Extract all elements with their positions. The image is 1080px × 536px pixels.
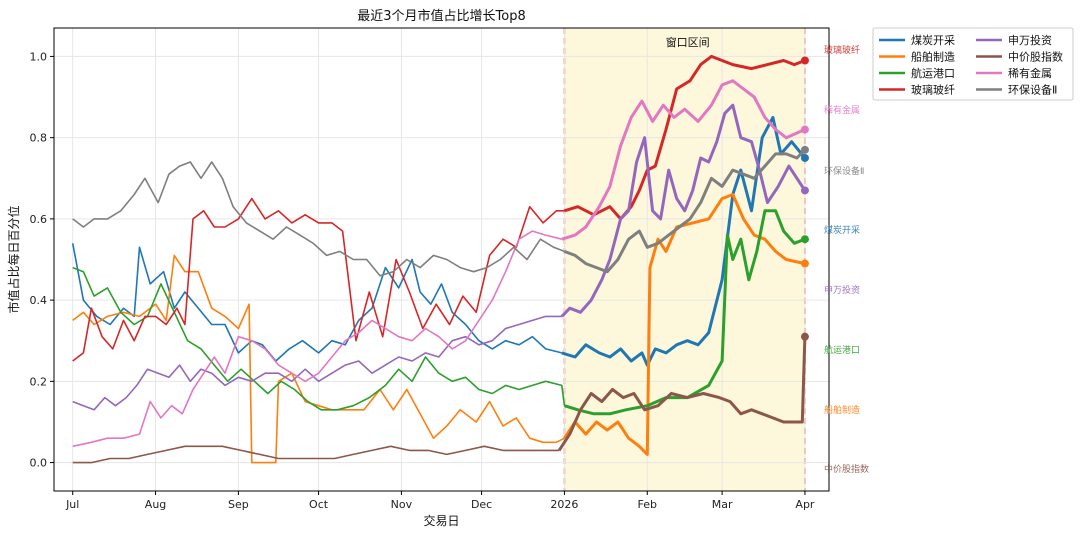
series-end-label: 航运港口 (824, 344, 860, 356)
series-lines (71, 54, 809, 464)
grid (54, 28, 829, 491)
series-line-pre-window (72, 315, 562, 411)
y-tick-label: 0.4 (30, 294, 48, 307)
series-end-label: 船舶制造 (824, 404, 860, 416)
series-7 (72, 145, 809, 277)
legend-label: 煤炭开采 (911, 34, 955, 47)
legend-label: 船舶制造 (911, 50, 955, 64)
series-line-pre-window (72, 230, 562, 448)
x-axis-title: 交易日 (423, 513, 459, 528)
plot-frame (53, 27, 830, 492)
x-tick-label: Oct (309, 498, 329, 511)
x-tick-label: Aug (145, 498, 166, 511)
series-line-pre-window (72, 445, 560, 464)
chart-title: 最近3个月市值占比增长Top8 (357, 8, 525, 24)
y-tick-label: 0.2 (30, 375, 48, 388)
x-tick-label: Mar (712, 498, 733, 511)
series-end-marker (800, 332, 809, 341)
legend-label: 中价股指数 (1008, 50, 1063, 64)
series-end-label: 环保设备Ⅱ (824, 165, 864, 177)
series-line-window (561, 79, 806, 241)
x-tick-label: Apr (795, 498, 815, 511)
series-end-marker (800, 125, 809, 134)
x-tick-label: Feb (638, 498, 657, 511)
legend-label: 申万投资 (1008, 33, 1052, 47)
series-end-marker (800, 235, 809, 244)
series-end-marker (800, 153, 809, 162)
series-line-pre-window (72, 197, 565, 362)
x-axis-ticks: Jul Aug Sep Oct Nov Dec 2026 Feb Mar Apr (65, 491, 815, 511)
series-line-window (557, 336, 807, 452)
legend-label: 稀有金属 (1008, 66, 1052, 80)
y-axis-title: 市值占比每日百分位 (6, 205, 21, 313)
y-axis-ticks: 0.0 0.2 0.4 0.6 0.8 1.0 (30, 50, 54, 470)
y-tick-label: 0.6 (30, 213, 48, 226)
series-6 (72, 79, 809, 448)
series-line-window (563, 193, 806, 456)
x-tick-label: Sep (228, 498, 249, 511)
series-5 (72, 332, 809, 464)
legend-label: 航运港口 (911, 66, 955, 80)
window-region (563, 28, 806, 491)
x-tick-label: 2026 (550, 498, 578, 511)
series-line-window (561, 115, 807, 367)
series-0 (71, 115, 809, 367)
y-tick-label: 0.0 (30, 457, 48, 470)
series-line-window (563, 54, 806, 221)
legend-label: 环保设备Ⅱ (1008, 83, 1057, 97)
series-line-window (563, 148, 806, 274)
series-end-label: 申万投资 (824, 284, 860, 296)
series-end-label: 中价股指数 (824, 463, 869, 475)
series-end-marker (800, 56, 809, 65)
legend-label: 玻璃玻纤 (911, 83, 955, 97)
series-end-marker (800, 145, 809, 154)
series-end-label: 煤炭开采 (824, 224, 860, 236)
series-end-label: 稀有金属 (824, 104, 860, 116)
legend-box (872, 27, 1074, 101)
series-line-window (563, 209, 806, 416)
series-3 (72, 54, 809, 362)
x-tick-label: Jul (65, 498, 79, 511)
window-label: 窗口区间 (666, 35, 710, 49)
y-tick-label: 0.8 (30, 132, 48, 145)
window-shading (564, 28, 805, 491)
series-line-pre-window (72, 254, 565, 464)
x-tick-label: Nov (391, 498, 413, 511)
series-line-pre-window (72, 161, 565, 277)
series-1 (72, 193, 809, 464)
series-line-pre-window (72, 266, 566, 411)
series-line-pre-window (71, 243, 562, 362)
series-end-marker (800, 186, 809, 195)
series-end-label: 玻璃玻纤 (824, 44, 860, 56)
series-end-marker (800, 259, 809, 268)
series-2 (72, 209, 809, 416)
y-tick-label: 1.0 (30, 50, 48, 63)
x-tick-label: Dec (471, 498, 492, 511)
